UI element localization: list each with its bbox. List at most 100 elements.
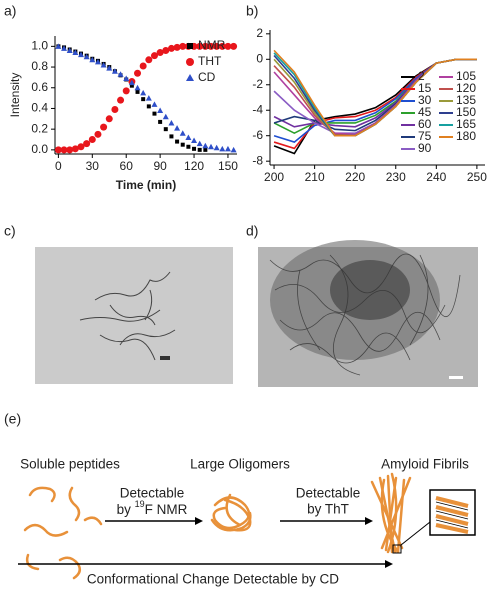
legend-label: 120 — [456, 81, 476, 95]
marker — [150, 52, 158, 60]
x-tick-label: 0 — [55, 159, 62, 173]
marker — [197, 147, 202, 152]
marker — [72, 49, 79, 56]
isotope: 19 — [135, 499, 145, 509]
x-tick-label: 30 — [86, 159, 100, 173]
marker — [208, 143, 214, 150]
legend-label: 60 — [418, 117, 432, 131]
arrow-label-part: F NMR — [145, 502, 188, 517]
marker — [218, 42, 226, 50]
marker — [94, 58, 101, 65]
marker — [83, 140, 91, 148]
marker — [169, 134, 174, 139]
legend-label: 135 — [456, 93, 476, 107]
stage-label: Large Oligomers — [190, 457, 290, 472]
marker — [202, 142, 209, 149]
marker — [186, 144, 191, 149]
arrow-label: by ThT — [307, 502, 349, 517]
arrowhead — [365, 517, 373, 525]
y-tick-label: 2 — [256, 26, 263, 40]
marker — [163, 127, 168, 132]
marker — [230, 146, 237, 153]
y-tick-label: 0.6 — [31, 80, 48, 94]
x-tick-label: 250 — [467, 170, 487, 184]
x-tick-label: 230 — [386, 170, 406, 184]
legend-label: 15 — [418, 81, 432, 95]
series-line — [273, 49, 477, 137]
marker — [66, 47, 73, 53]
x-tick-label: 200 — [264, 170, 284, 184]
panel-label: d) — [246, 223, 258, 239]
arrow-label: Detectable — [296, 486, 361, 501]
legend-label: 2 — [418, 69, 425, 83]
legend-label: CD — [198, 70, 216, 84]
marker — [77, 143, 85, 151]
x-tick-label: 60 — [120, 159, 134, 173]
x-tick-label: 150 — [218, 159, 238, 173]
marker — [219, 145, 226, 152]
marker — [54, 146, 62, 154]
legend-swatch — [187, 43, 193, 49]
micrograph-d — [258, 240, 478, 387]
inset-connector — [400, 521, 431, 546]
marker — [134, 69, 142, 77]
legend-swatch — [186, 58, 194, 66]
marker — [145, 95, 152, 101]
marker — [66, 146, 74, 154]
stage-label: Amyloid Fibrils — [381, 457, 469, 472]
marker — [207, 42, 215, 50]
marker — [174, 125, 181, 131]
panel-label: a) — [4, 3, 16, 19]
marker — [106, 65, 113, 71]
x-tick-label: 120 — [184, 159, 204, 173]
y-tick-label: 0.2 — [31, 121, 48, 135]
stage-label: Soluble peptides — [20, 457, 120, 472]
marker — [123, 75, 130, 81]
marker — [139, 62, 147, 70]
arrow-label: Detectable — [120, 486, 185, 501]
marker — [191, 137, 198, 144]
marker — [94, 130, 102, 138]
marker — [117, 96, 125, 104]
marker — [224, 145, 231, 152]
marker — [128, 79, 135, 86]
inset — [429, 489, 476, 536]
y-tick-label: -2 — [252, 77, 263, 91]
y-tick-label: -4 — [252, 102, 263, 116]
marker — [156, 49, 164, 57]
marker — [145, 56, 153, 64]
marker — [167, 44, 175, 52]
legend-label: THT — [198, 54, 222, 68]
marker — [55, 43, 62, 49]
arrow-label-part: by — [117, 502, 135, 517]
marker — [117, 71, 124, 77]
legend-label: NMR — [198, 38, 226, 52]
marker — [141, 97, 146, 102]
marker — [60, 146, 68, 154]
marker — [105, 115, 113, 123]
marker — [179, 42, 187, 50]
marker — [140, 89, 147, 96]
marker — [89, 56, 96, 63]
marker — [157, 107, 164, 114]
marker — [100, 61, 107, 68]
marker — [173, 43, 181, 51]
marker — [180, 142, 185, 147]
legend-label: 150 — [456, 105, 476, 119]
arrow-label: by 19F NMR — [117, 499, 188, 516]
marker — [111, 68, 118, 74]
marker — [111, 105, 119, 113]
marker — [230, 42, 238, 50]
x-tick-label: 220 — [345, 170, 365, 184]
legend-label: 30 — [418, 93, 432, 107]
marker — [185, 134, 192, 140]
marker — [175, 139, 180, 144]
x-tick-label: 240 — [426, 170, 446, 184]
marker — [100, 123, 108, 131]
marker — [88, 136, 96, 144]
x-tick-label: 90 — [153, 159, 167, 173]
x-tick-label: 210 — [305, 170, 325, 184]
y-tick-label: 1.0 — [31, 39, 48, 53]
y-tick-label: -8 — [252, 153, 263, 167]
legend-label: 105 — [456, 69, 476, 83]
